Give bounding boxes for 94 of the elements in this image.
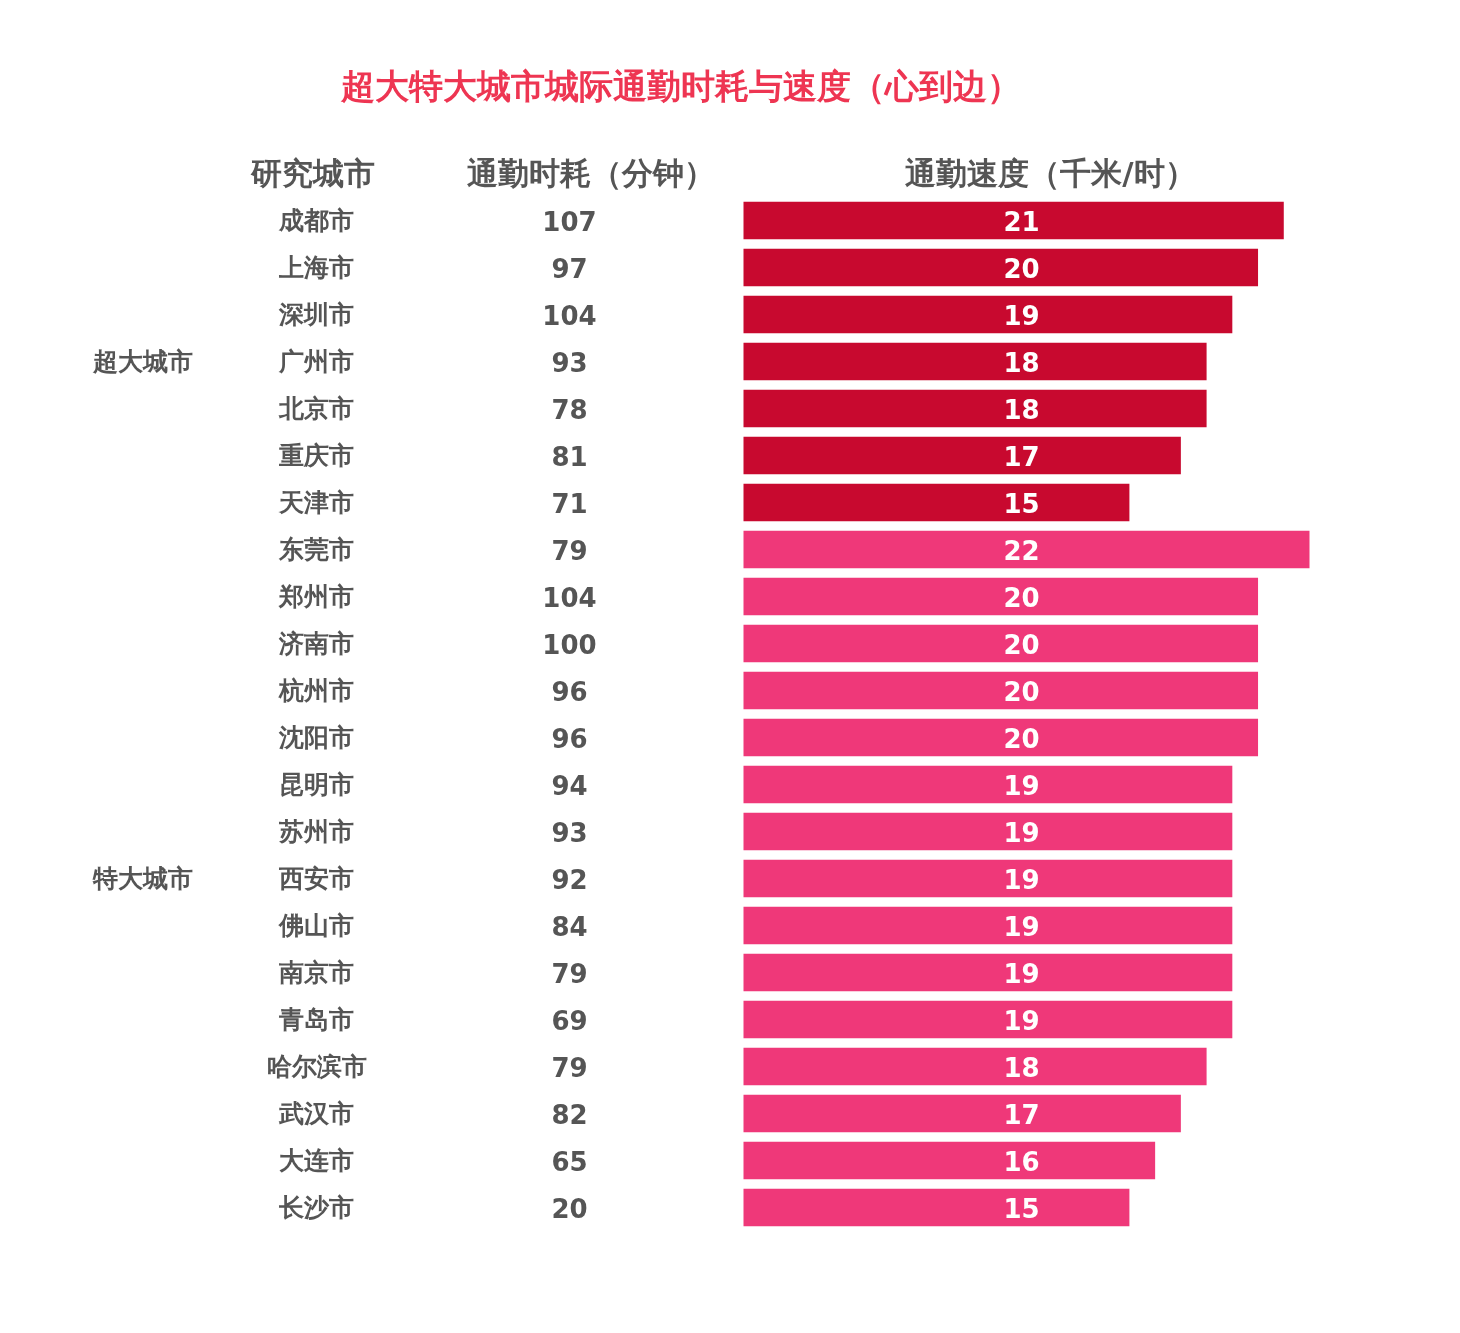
y-tick-label: 杭州市 xyxy=(278,676,354,705)
y-tick-label: 深圳市 xyxy=(278,300,354,329)
text: 107 xyxy=(542,206,597,237)
y-tick-label: 青岛市 xyxy=(278,1005,354,1034)
y-tick-label: 佛山市 xyxy=(278,911,354,940)
data-label: 20 xyxy=(1003,253,1040,284)
bar xyxy=(743,483,1130,522)
y-tick-label: 苏州市 xyxy=(278,817,354,846)
bar xyxy=(743,342,1207,381)
data-label: 15 xyxy=(1003,1193,1040,1224)
series-label: 通勤速度（千米/时） xyxy=(905,154,1196,191)
y-tick-label: 济南市 xyxy=(278,629,354,658)
text: 96 xyxy=(551,723,588,754)
bar xyxy=(743,248,1259,287)
bar xyxy=(743,812,1233,851)
bar xyxy=(743,953,1233,992)
text: 94 xyxy=(551,770,588,801)
text: 65 xyxy=(551,1146,588,1177)
y-tick-label: 哈尔滨市 xyxy=(266,1052,367,1081)
data-label: 16 xyxy=(1003,1146,1040,1177)
data-label: 19 xyxy=(1003,770,1040,801)
text: 104 xyxy=(542,582,597,613)
chart-title: 超大特大城市城际通勤时耗与速度（心到边） xyxy=(339,65,1021,106)
text: 92 xyxy=(551,864,588,895)
text: 78 xyxy=(551,394,588,425)
y-tick-label: 长沙市 xyxy=(278,1193,354,1222)
text: 100 xyxy=(542,629,597,660)
data-label: 19 xyxy=(1003,817,1040,848)
text: 研究城市 xyxy=(249,154,375,191)
bar xyxy=(743,389,1207,428)
bar xyxy=(743,1000,1233,1039)
y-tick-label: 上海市 xyxy=(278,253,354,282)
text: 69 xyxy=(551,1005,588,1036)
data-label: 19 xyxy=(1003,300,1040,331)
bar xyxy=(743,624,1259,663)
y-tick-label: 重庆市 xyxy=(278,441,354,470)
data-label: 18 xyxy=(1003,347,1040,378)
y-tick-label: 郑州市 xyxy=(278,582,354,611)
bar xyxy=(743,577,1259,616)
bar xyxy=(743,1047,1207,1086)
bar xyxy=(743,1188,1130,1227)
text: 104 xyxy=(542,300,597,331)
bar xyxy=(743,1094,1181,1133)
bar xyxy=(743,906,1233,945)
text: 特大城市 xyxy=(91,864,193,893)
bar xyxy=(743,671,1259,710)
text: 96 xyxy=(551,676,588,707)
bar xyxy=(743,295,1233,334)
data-label: 20 xyxy=(1003,723,1040,754)
bar xyxy=(743,718,1259,757)
data-label: 17 xyxy=(1003,441,1040,472)
data-label: 20 xyxy=(1003,676,1040,707)
data-label: 18 xyxy=(1003,394,1040,425)
text: 超大城市 xyxy=(91,347,193,376)
text: 79 xyxy=(551,1052,588,1083)
y-tick-label: 武汉市 xyxy=(278,1099,354,1128)
y-tick-label: 南京市 xyxy=(278,958,354,987)
data-label: 19 xyxy=(1003,911,1040,942)
data-label: 19 xyxy=(1003,864,1040,895)
data-label: 20 xyxy=(1003,582,1040,613)
y-tick-label: 北京市 xyxy=(278,394,354,423)
data-label: 20 xyxy=(1003,629,1040,660)
data-label: 19 xyxy=(1003,958,1040,989)
data-label: 22 xyxy=(1003,535,1040,566)
text: 71 xyxy=(551,488,588,519)
data-label: 19 xyxy=(1003,1005,1040,1036)
bar xyxy=(743,530,1310,569)
data-label: 18 xyxy=(1003,1052,1040,1083)
bar xyxy=(743,765,1233,804)
y-tick-label: 昆明市 xyxy=(279,770,354,799)
text: 20 xyxy=(551,1193,588,1224)
text: 79 xyxy=(551,535,588,566)
bar xyxy=(743,1141,1156,1180)
y-tick-label: 西安市 xyxy=(278,864,354,893)
y-tick-label: 沈阳市 xyxy=(278,723,354,752)
bar xyxy=(743,201,1284,240)
text: 93 xyxy=(551,817,588,848)
text: 通勤时耗（分钟） xyxy=(466,154,715,191)
text: 82 xyxy=(551,1099,588,1130)
data-label: 17 xyxy=(1003,1099,1040,1130)
text: 97 xyxy=(551,253,588,284)
text: 81 xyxy=(551,441,588,472)
data-label: 15 xyxy=(1003,488,1040,519)
y-tick-label: 广州市 xyxy=(278,347,354,376)
y-tick-label: 东莞市 xyxy=(278,535,354,564)
bar xyxy=(743,859,1233,898)
bar xyxy=(743,436,1181,475)
data-label: 21 xyxy=(1003,206,1040,237)
y-tick-label: 成都市 xyxy=(278,206,354,235)
y-tick-label: 大连市 xyxy=(279,1146,354,1175)
y-tick-label: 天津市 xyxy=(278,488,354,517)
text: 79 xyxy=(551,958,588,989)
text: 93 xyxy=(551,347,588,378)
text: 84 xyxy=(551,911,588,942)
